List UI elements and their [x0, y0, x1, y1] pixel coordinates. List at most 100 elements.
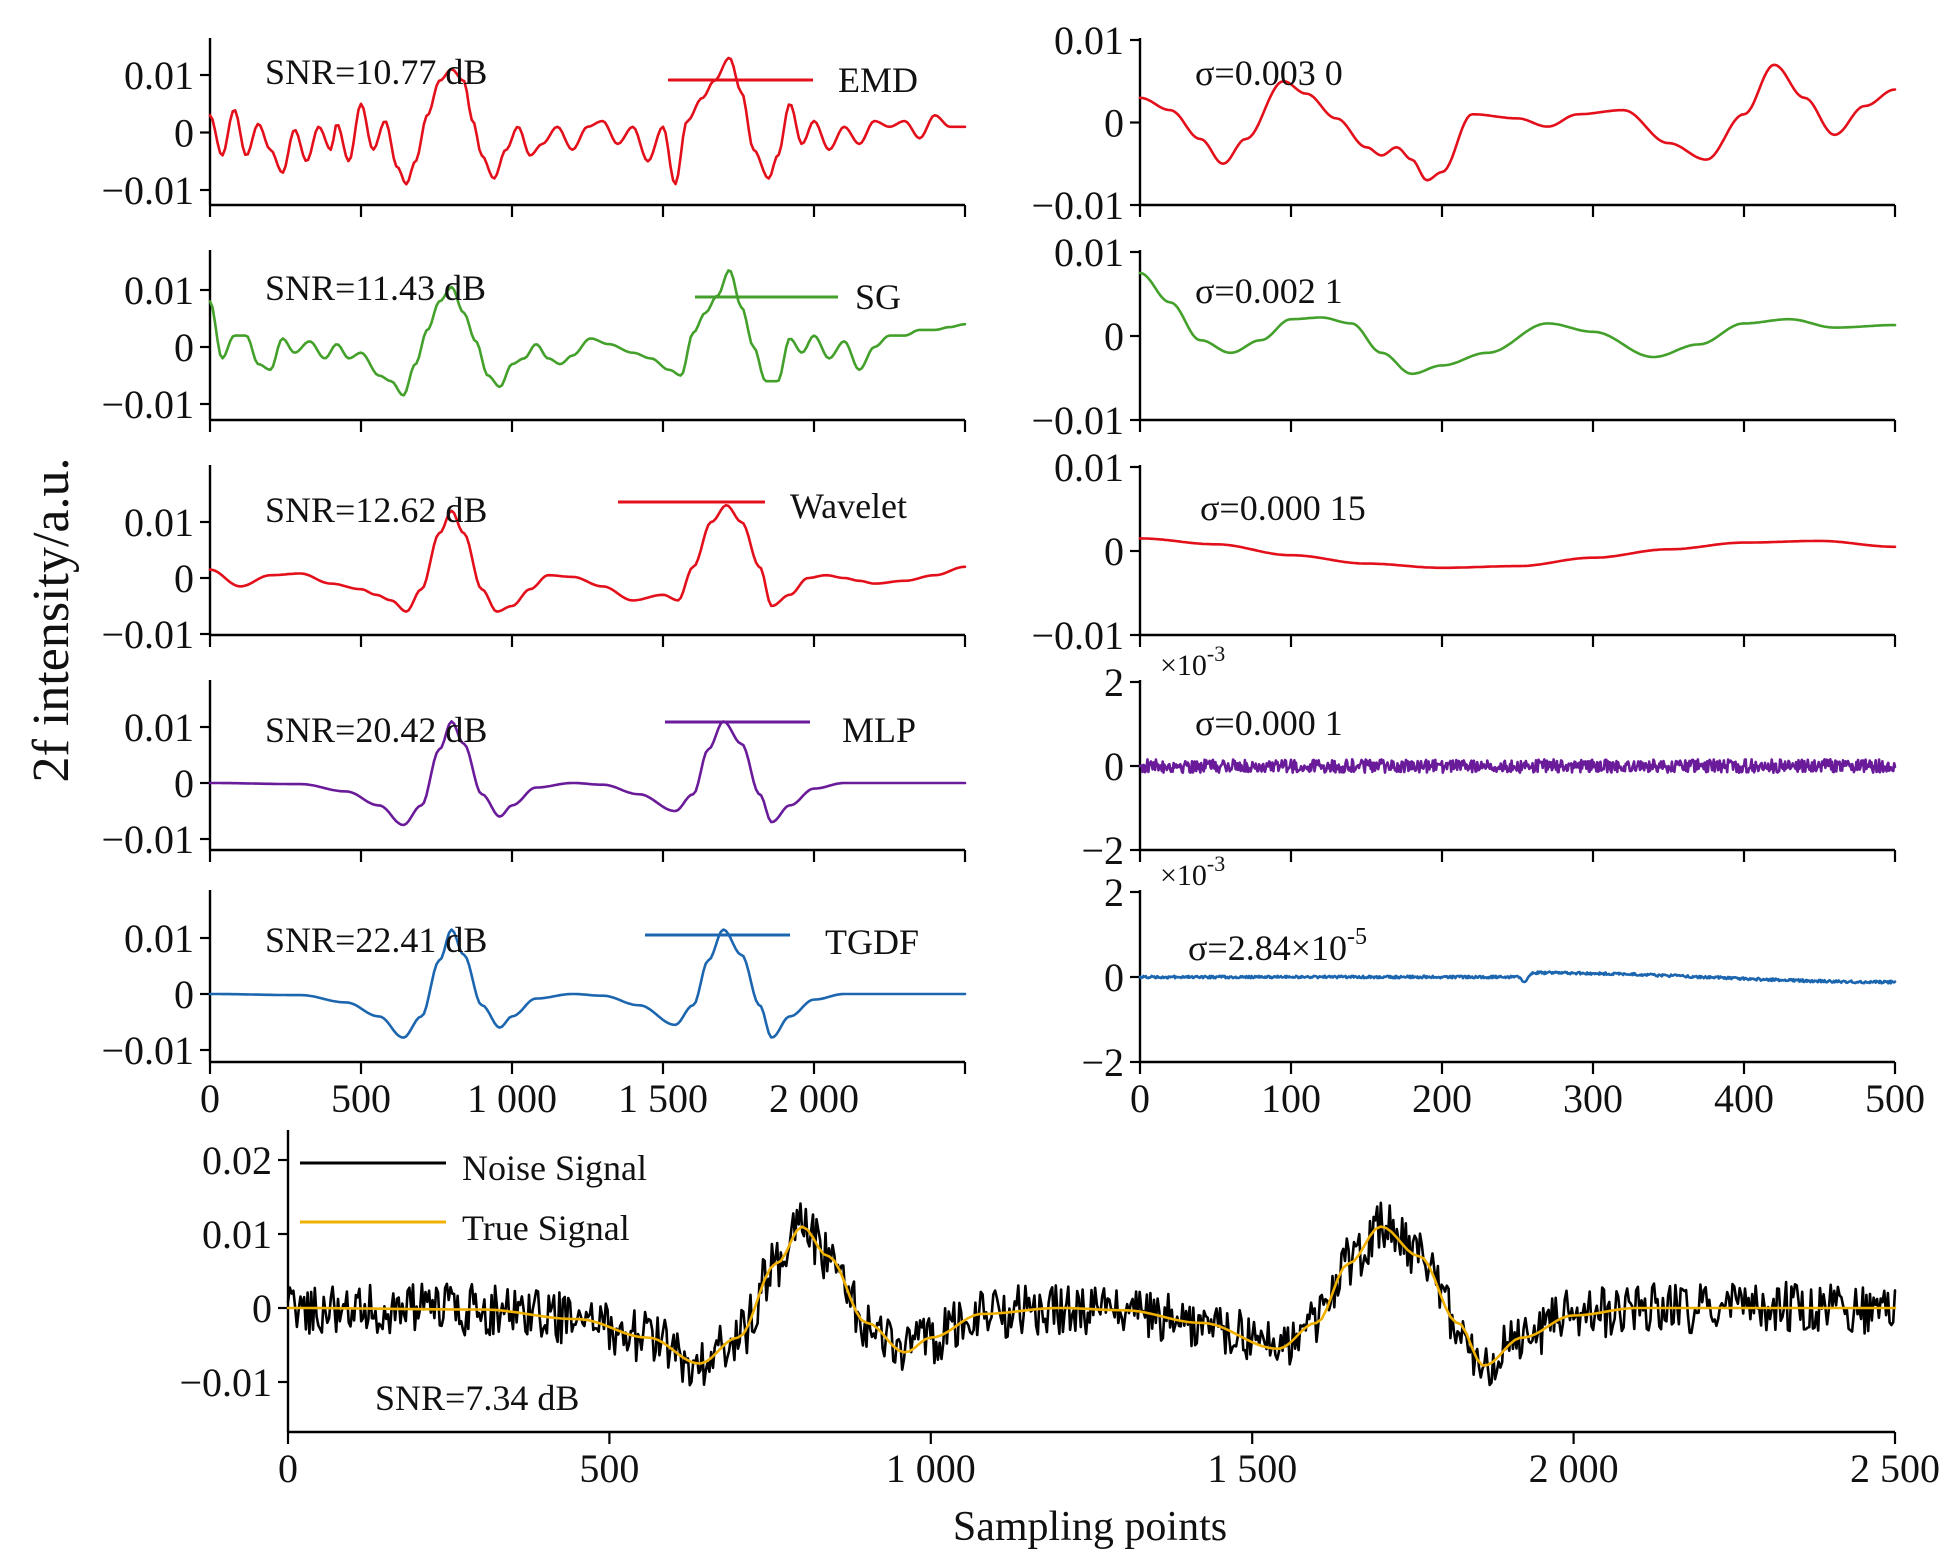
y-tick-label: 0: [1104, 955, 1124, 1000]
series-line-sg_res: [1138, 271, 1897, 376]
y-tick-label: 0.01: [124, 705, 194, 750]
y-tick-label: 0.01: [124, 53, 194, 98]
y-tick-label: 0.01: [202, 1212, 272, 1257]
x-tick-label: 500: [579, 1446, 639, 1491]
series-line-sg: [208, 269, 967, 397]
series-line-tgdf_res: [1138, 970, 1897, 985]
x-tick-label: 2 000: [1529, 1446, 1619, 1491]
y-tick-label: −0.01: [1031, 183, 1124, 228]
y-tick-label: 0: [1104, 314, 1124, 359]
y-tick-label: 0.01: [1054, 230, 1124, 275]
panel-wavelet_res: 0.01 0 −0.01 σ=0.000 15: [1031, 445, 1897, 658]
x-tick-label: 400: [1714, 1076, 1774, 1121]
series-line-true-signal: [286, 1225, 1897, 1367]
y-tick-label: 0: [1104, 744, 1124, 789]
legend-label: SG: [855, 277, 901, 317]
y-tick-label: −0.01: [179, 1360, 272, 1405]
legend-label: Noise Signal: [462, 1148, 647, 1188]
axis-multiplier-exponent: -3: [1207, 641, 1225, 666]
series-line-mlp: [208, 720, 967, 827]
x-axis-label: Sampling points: [953, 1504, 1227, 1550]
y-tick-label: −0.01: [1031, 398, 1124, 443]
series-line-wavelet: [208, 503, 967, 613]
legend-label: True Signal: [462, 1208, 630, 1248]
annotation-wavelet: SNR=12.62 dB: [265, 490, 487, 530]
panel-mlp_res: 2 0 −2 σ=0.000 1 ×10-3: [1081, 641, 1897, 873]
y-tick-label: −2: [1081, 828, 1124, 873]
y-tick-label: 0: [1104, 101, 1124, 146]
axis-multiplier: ×10-3: [1160, 641, 1225, 682]
panel-sg: 0.01 0 −0.01 SNR=11.43 dB SG: [101, 250, 967, 432]
x-tick-label: 200: [1412, 1076, 1472, 1121]
y-tick-label: 0.01: [124, 268, 194, 313]
axis-multiplier-exponent: -3: [1207, 851, 1225, 876]
annotation-sg: SNR=11.43 dB: [265, 268, 486, 308]
panel-emd_res: 0.01 0 −0.01 σ=0.003 0: [1031, 18, 1897, 228]
y-tick-label: 0.01: [1054, 18, 1124, 63]
panel-sg_res: 0.01 0 −0.01 σ=0.002 1: [1031, 230, 1897, 443]
annotation-sg_res: σ=0.002 1: [1195, 271, 1343, 311]
y-axis-label: 2f intensity/a.u.: [23, 458, 80, 783]
annotation-mlp: SNR=20.42 dB: [265, 710, 487, 750]
y-tick-label: −0.01: [1031, 613, 1124, 658]
y-tick-label: 0: [174, 556, 194, 601]
x-tick-label: 500: [1865, 1076, 1925, 1121]
annotation-emd_res: σ=0.003 0: [1195, 53, 1343, 93]
annotation-tgdf: SNR=22.41 dB: [265, 920, 487, 960]
y-tick-label: −0.01: [101, 612, 194, 657]
x-tick-label: 1 500: [1207, 1446, 1297, 1491]
series-line-emd_res: [1138, 63, 1897, 182]
panel-wavelet: 0.01 0 −0.01 SNR=12.62 dB Wavelet: [101, 465, 967, 657]
panel-emd: 0.01 0 −0.01 SNR=10.77 dB EMD: [101, 38, 967, 217]
y-tick-label: 0.01: [124, 916, 194, 961]
series-line-mlp_res: [1138, 758, 1897, 774]
legend-label: MLP: [842, 710, 916, 750]
y-tick-label: −0.01: [101, 382, 194, 427]
x-tick-label: 0: [278, 1446, 298, 1491]
annotation-exponent: -5: [1347, 924, 1367, 950]
x-tick-label: 500: [331, 1076, 391, 1121]
y-tick-label: 0.01: [1054, 445, 1124, 490]
series-line-tgdf: [208, 928, 967, 1039]
y-tick-label: −0.01: [101, 817, 194, 862]
y-tick-label: 0: [174, 325, 194, 370]
y-tick-label: 0.01: [124, 500, 194, 545]
x-tick-label: 300: [1563, 1076, 1623, 1121]
x-tick-label: 100: [1261, 1076, 1321, 1121]
annotation-tgdf_res: σ=2.84×10-5: [1188, 924, 1367, 968]
axis-multiplier: ×10-3: [1160, 851, 1225, 892]
legend-label: EMD: [838, 60, 918, 100]
x-tick-label: 0: [1130, 1076, 1150, 1121]
panel-mlp: 0.01 0 −0.01 SNR=20.42 dB MLP: [101, 680, 967, 862]
y-tick-label: 2: [1104, 870, 1124, 915]
y-tick-label: −0.01: [101, 168, 194, 213]
y-tick-label: 0.02: [202, 1138, 272, 1183]
annotation-emd: SNR=10.77 dB: [265, 52, 487, 92]
y-tick-label: 0: [252, 1286, 272, 1331]
x-tick-label: 2 000: [769, 1076, 859, 1121]
y-tick-label: 0: [174, 111, 194, 156]
x-tick-label: 0: [200, 1076, 220, 1121]
x-tick-label: 1 000: [886, 1446, 976, 1491]
y-tick-label: 2: [1104, 660, 1124, 705]
y-tick-label: 0: [174, 761, 194, 806]
series-line-noise-signal: [286, 1201, 1897, 1387]
legend-label: Wavelet: [790, 486, 907, 526]
annotation-bottom: SNR=7.34 dB: [375, 1378, 579, 1418]
annotation-wavelet_res: σ=0.000 15: [1200, 488, 1366, 528]
x-tick-label: 1 000: [467, 1076, 557, 1121]
series-line-emd: [208, 56, 967, 186]
x-tick-label: 2 500: [1850, 1446, 1940, 1491]
y-tick-label: −2: [1081, 1040, 1124, 1085]
series-line-wavelet_res: [1138, 537, 1897, 570]
y-tick-label: 0: [174, 972, 194, 1017]
x-tick-label: 1 500: [618, 1076, 708, 1121]
legend-label: TGDF: [825, 922, 919, 962]
annotation-mlp_res: σ=0.000 1: [1195, 703, 1343, 743]
y-tick-label: 0: [1104, 529, 1124, 574]
y-tick-label: −0.01: [101, 1028, 194, 1073]
